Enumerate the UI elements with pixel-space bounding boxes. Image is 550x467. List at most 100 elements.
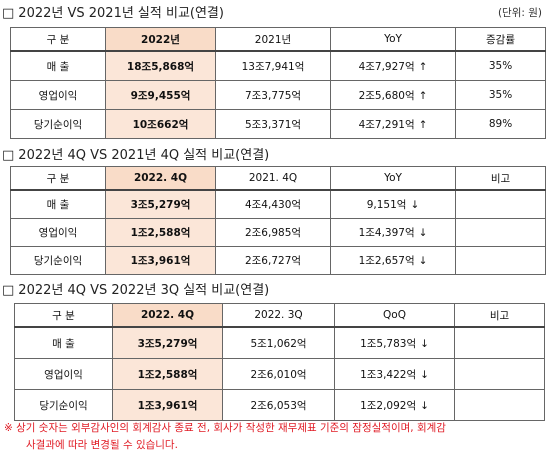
note-cell bbox=[454, 389, 545, 421]
footnote-line2: 사결과에 따라 변경될 수 있습니다. bbox=[26, 439, 178, 451]
q4-qoq-table: 구 분 2022. 4Q 2022. 3Q QoQ 비고 매 출 3조5,279… bbox=[14, 303, 545, 421]
table-row: 영업이익 1조2,588억 2조6,985억 1조4,397억 ↓ bbox=[10, 218, 546, 247]
previous-value: 2조6,727억 bbox=[215, 246, 331, 275]
arrow-down-icon: ↓ bbox=[418, 227, 428, 239]
current-value: 1조2,588억 bbox=[112, 358, 223, 390]
previous-value: 7조3,775억 bbox=[215, 80, 331, 110]
note-cell bbox=[455, 189, 546, 219]
table-row: 매 출 18조5,868억 13조7,941억 4조7,927억 ↑ 35% bbox=[10, 50, 546, 81]
table-row: 영업이익 9조9,455억 7조3,775억 2조5,680억 ↑ 35% bbox=[10, 80, 546, 110]
rate-value: 35% bbox=[455, 50, 546, 81]
current-value: 1조2,588억 bbox=[105, 218, 216, 247]
header-category: 구 분 bbox=[14, 303, 113, 328]
arrow-down-icon: ↓ bbox=[420, 337, 429, 350]
yearly-comparison-table: 구 분 2022년 2021년 YoY 증감률 매 출 18조5,868억 13… bbox=[10, 27, 546, 139]
change-value: 2조5,680억 ↑ bbox=[330, 80, 456, 110]
previous-value: 2조6,010억 bbox=[222, 358, 335, 390]
section2-title-text: 2022년 4Q VS 2021년 4Q 실적 비교(연결) bbox=[18, 148, 270, 163]
change-amount: 4조7,927억 bbox=[358, 60, 415, 73]
previous-value: 13조7,941억 bbox=[215, 50, 331, 81]
header-rate: 증감률 bbox=[455, 27, 546, 52]
change-value: 4조7,927억 ↑ bbox=[330, 50, 456, 81]
table-row: 영업이익 1조2,588억 2조6,010억 1조3,422억 ↓ bbox=[14, 358, 545, 390]
arrow-down-icon: ↓ bbox=[420, 399, 429, 412]
section1-title: □ 2022년 VS 2021년 실적 비교(연결) bbox=[2, 6, 224, 22]
change-value: 4조7,291억 ↑ bbox=[330, 109, 456, 139]
change-amount: 4조7,291억 bbox=[358, 118, 415, 131]
change-amount: 1조2,657억 bbox=[358, 255, 415, 267]
header-note: 비고 bbox=[454, 303, 545, 328]
current-value: 1조3,961억 bbox=[105, 246, 216, 275]
row-label: 당기순이익 bbox=[14, 389, 113, 421]
rate-value: 89% bbox=[455, 109, 546, 139]
header-previous: 2022. 3Q bbox=[222, 303, 335, 328]
current-value: 18조5,868억 bbox=[105, 50, 216, 81]
change-amount: 9,151억 bbox=[366, 199, 407, 211]
change-value: 9,151억 ↓ bbox=[330, 189, 456, 219]
header-previous: 2021년 bbox=[215, 27, 331, 52]
note-cell bbox=[454, 326, 545, 359]
change-value: 1조3,422억 ↓ bbox=[334, 358, 455, 390]
q4-yoy-table: 구 분 2022. 4Q 2021. 4Q YoY 비고 매 출 3조5,279… bbox=[10, 166, 546, 275]
table-header-row: 구 분 2022. 4Q 2022. 3Q QoQ 비고 bbox=[14, 303, 545, 328]
note-cell bbox=[454, 358, 545, 390]
section2-title: □ 2022년 4Q VS 2021년 4Q 실적 비교(연결) bbox=[2, 148, 269, 164]
checkbox-icon: □ bbox=[2, 6, 15, 21]
row-label: 매 출 bbox=[10, 189, 106, 219]
arrow-down-icon: ↓ bbox=[418, 255, 428, 267]
header-current: 2022년 bbox=[105, 27, 216, 52]
row-label: 영업이익 bbox=[14, 358, 113, 390]
row-label: 영업이익 bbox=[10, 218, 106, 247]
header-change: YoY bbox=[330, 166, 456, 191]
previous-value: 4조4,430억 bbox=[215, 189, 331, 219]
unit-label: (단위: 원) bbox=[497, 7, 542, 19]
current-value: 1조3,961억 bbox=[112, 389, 223, 421]
arrow-down-icon: ↓ bbox=[420, 368, 429, 381]
table-row: 당기순이익 1조3,961억 2조6,727억 1조2,657억 ↓ bbox=[10, 246, 546, 275]
row-label: 당기순이익 bbox=[10, 246, 106, 275]
note-cell bbox=[455, 246, 546, 275]
current-value: 10조662억 bbox=[105, 109, 216, 139]
row-label: 매 출 bbox=[10, 50, 106, 81]
row-label: 당기순이익 bbox=[10, 109, 106, 139]
rate-value: 35% bbox=[455, 80, 546, 110]
header-category: 구 분 bbox=[10, 166, 106, 191]
header-current: 2022. 4Q bbox=[112, 303, 223, 328]
previous-value: 5조1,062억 bbox=[222, 326, 335, 359]
table-row: 당기순이익 10조662억 5조3,371억 4조7,291억 ↑ 89% bbox=[10, 109, 546, 139]
table-header-row: 구 분 2022년 2021년 YoY 증감률 bbox=[10, 27, 546, 52]
table-header-row: 구 분 2022. 4Q 2021. 4Q YoY 비고 bbox=[10, 166, 546, 191]
change-value: 1조4,397억 ↓ bbox=[330, 218, 456, 247]
current-value: 3조5,279억 bbox=[112, 326, 223, 359]
table-row: 매 출 3조5,279억 4조4,430억 9,151억 ↓ bbox=[10, 189, 546, 219]
section1-title-text: 2022년 VS 2021년 실적 비교(연결) bbox=[18, 6, 224, 21]
arrow-down-icon: ↓ bbox=[410, 199, 420, 211]
header-previous: 2021. 4Q bbox=[215, 166, 331, 191]
change-value: 1조2,092억 ↓ bbox=[334, 389, 455, 421]
current-value: 3조5,279억 bbox=[105, 189, 216, 219]
footnote-line1: ※ 상기 숫자는 외부감사인의 회계감사 종료 전, 회사가 작성한 재무제표 … bbox=[4, 422, 446, 434]
arrow-up-icon: ↑ bbox=[418, 89, 428, 102]
arrow-up-icon: ↑ bbox=[418, 60, 428, 73]
checkbox-icon: □ bbox=[2, 148, 15, 163]
table-row: 매 출 3조5,279억 5조1,062억 1조5,783억 ↓ bbox=[14, 326, 545, 359]
current-value: 9조9,455억 bbox=[105, 80, 216, 110]
change-value: 1조2,657억 ↓ bbox=[330, 246, 456, 275]
change-amount: 1조3,422억 bbox=[360, 368, 417, 381]
checkbox-icon: □ bbox=[2, 283, 15, 298]
change-amount: 1조5,783억 bbox=[360, 337, 417, 350]
header-change: QoQ bbox=[334, 303, 455, 328]
row-label: 매 출 bbox=[14, 326, 113, 359]
previous-value: 2조6,985억 bbox=[215, 218, 331, 247]
change-amount: 2조5,680억 bbox=[358, 89, 415, 102]
header-category: 구 분 bbox=[10, 27, 106, 52]
arrow-up-icon: ↑ bbox=[418, 118, 428, 131]
header-current: 2022. 4Q bbox=[105, 166, 216, 191]
change-amount: 1조4,397억 bbox=[358, 227, 415, 239]
change-value: 1조5,783억 ↓ bbox=[334, 326, 455, 359]
change-amount: 1조2,092억 bbox=[360, 399, 417, 412]
footnote: ※ 상기 숫자는 외부감사인의 회계감사 종료 전, 회사가 작성한 재무제표 … bbox=[4, 420, 544, 454]
section3-title-text: 2022년 4Q VS 2022년 3Q 실적 비교(연결) bbox=[18, 283, 270, 298]
section3-title: □ 2022년 4Q VS 2022년 3Q 실적 비교(연결) bbox=[2, 283, 269, 299]
note-cell bbox=[455, 218, 546, 247]
